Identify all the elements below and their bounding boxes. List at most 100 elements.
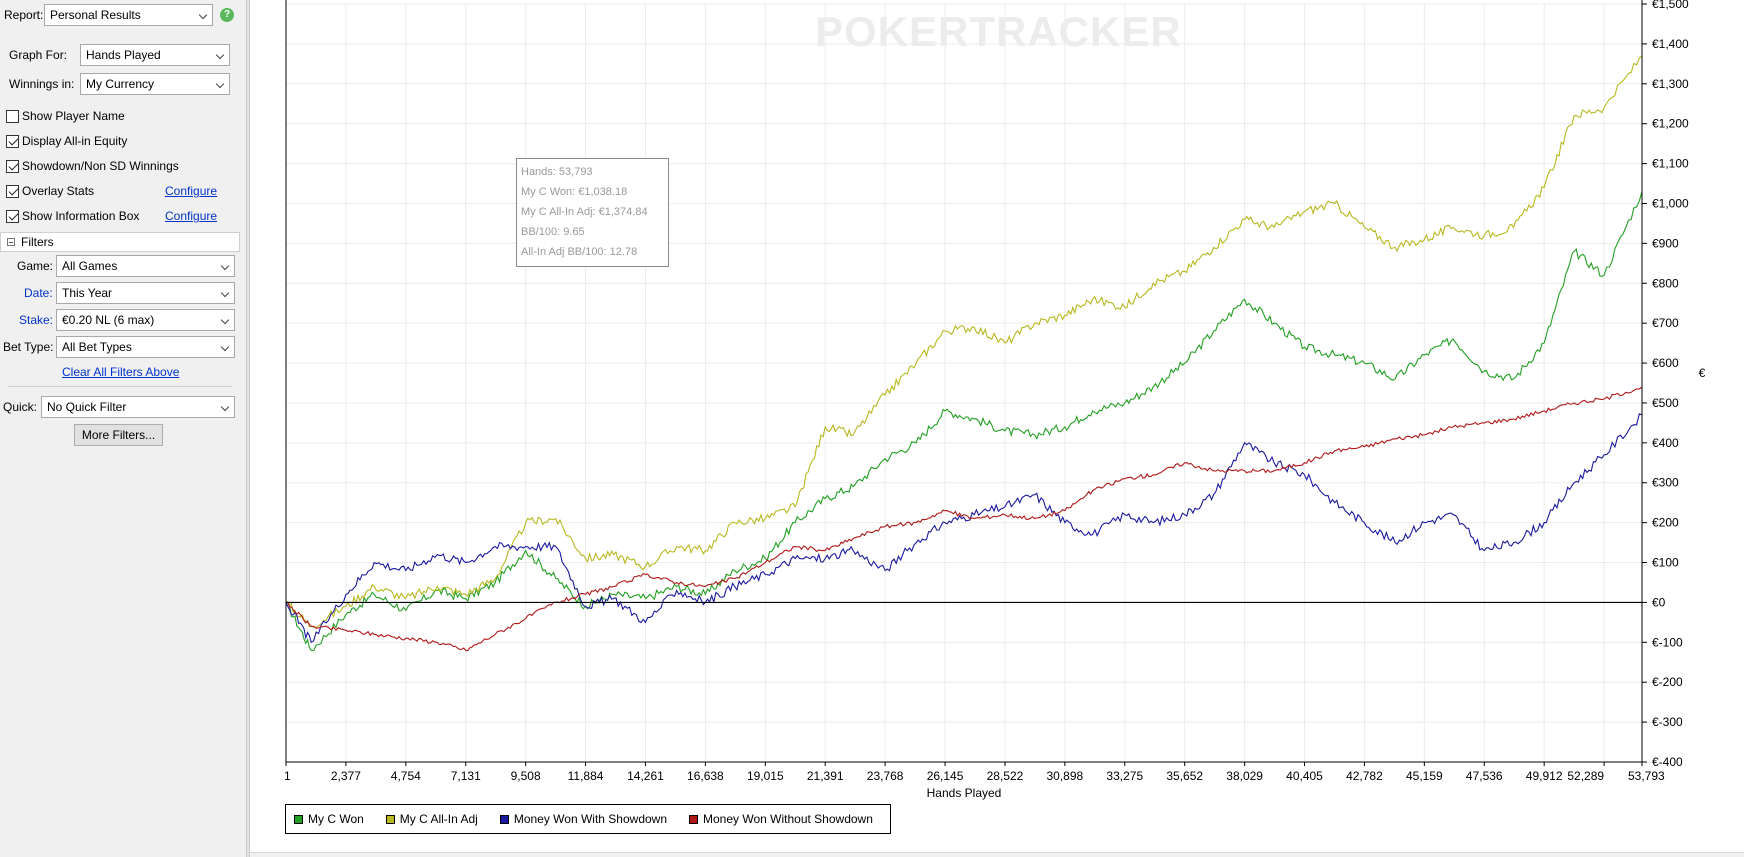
stake-select-value: €0.20 NL (6 max) (62, 313, 155, 327)
pokertracker-watermark: POKERTRACKER (815, 8, 1182, 55)
overlay-stats-checkbox[interactable]: Overlay Stats (6, 182, 94, 200)
chart-series-layer (285, 55, 1643, 652)
show-player-name-checkbox[interactable]: Show Player Name (6, 107, 125, 125)
checkbox-label: Display All-in Equity (22, 134, 128, 148)
y-tick-label: €800 (1652, 276, 1679, 290)
winnings-in-select-value: My Currency (86, 77, 155, 91)
x-tick-label: 26,145 (927, 769, 964, 783)
filters-section-header[interactable]: Filters (0, 232, 240, 252)
filters-panel: Report: Personal Results ? Graph For: Ha… (0, 0, 246, 857)
chart-axes: €-400 €-300 €-200 €-100 €0 €100 €200 €300 €400 €5… (284, 0, 1689, 783)
x-tick-label: 52,289 (1567, 769, 1604, 783)
overlay-stats-configure-link[interactable]: Configure (165, 184, 218, 198)
legend-label: My C All-In Adj (399, 812, 478, 826)
report-select[interactable]: Personal Results (44, 4, 213, 26)
x-tick-label: 33,275 (1106, 769, 1143, 783)
y-tick-label: €-100 (1652, 635, 1683, 649)
info-hands: Hands: 53,793 (521, 166, 593, 178)
y-tick-label: €1,000 (1652, 196, 1689, 210)
panel-splitter[interactable] (246, 0, 250, 857)
x-tick-label: 30,898 (1047, 769, 1084, 783)
quick-filter-select-value: No Quick Filter (47, 400, 127, 414)
graph-for-label: Graph For: (9, 48, 68, 62)
y-tick-label: €600 (1652, 356, 1679, 370)
y-tick-label: €1,400 (1652, 37, 1689, 51)
y-tick-label: €-200 (1652, 675, 1683, 689)
help-icon[interactable]: ? (220, 8, 234, 22)
series-line-2 (285, 413, 1643, 644)
quick-label: Quick: (3, 400, 38, 414)
x-tick-label: 21,391 (807, 769, 844, 783)
y-tick-label: €1,500 (1652, 0, 1689, 11)
bet-type-select-value: All Bet Types (62, 340, 132, 354)
date-select[interactable]: This Year (56, 282, 235, 304)
y-tick-label: €500 (1652, 396, 1679, 410)
game-select[interactable]: All Games (56, 255, 235, 277)
x-tick-label: 35,652 (1166, 769, 1203, 783)
stake-select[interactable]: €0.20 NL (6 max) (56, 309, 235, 331)
information-box-configure-link[interactable]: Configure (165, 209, 218, 223)
more-filters-button[interactable]: More Filters... (74, 424, 163, 446)
checkbox-checked-icon (6, 184, 19, 198)
legend-swatch (689, 814, 699, 824)
status-strip (250, 852, 1744, 857)
legend-label: Money Won Without Showdown (703, 812, 873, 826)
date-label: Date: (24, 286, 53, 300)
y-tick-label: €700 (1652, 316, 1679, 330)
x-tick-label: 14,261 (627, 769, 664, 783)
clear-all-filters-link[interactable]: Clear All Filters Above (62, 365, 180, 379)
legend-swatch (294, 814, 303, 824)
checkbox-label: Showdown/Non SD Winnings (22, 159, 179, 173)
show-information-box-checkbox[interactable]: Show Information Box (6, 207, 139, 225)
x-tick-label: 1 (284, 769, 291, 783)
checkbox-unchecked-icon (6, 109, 19, 123)
info-allin-bb100: All-In Adj BB/100: 12.78 (521, 246, 638, 258)
graph-for-select-value: Hands Played (86, 48, 161, 62)
checkbox-label: Show Information Box (22, 209, 140, 223)
winnings-in-select[interactable]: My Currency (80, 73, 230, 95)
x-tick-label: 7,131 (451, 769, 481, 783)
bet-type-label: Bet Type: (3, 340, 54, 354)
info-bb100: BB/100: 9.65 (521, 226, 585, 238)
x-tick-label: 4,754 (391, 769, 421, 783)
report-label: Report: (4, 8, 44, 22)
legend-label: Money Won With Showdown (513, 812, 668, 826)
info-won: My C Won: €1,038.18 (521, 186, 628, 198)
y-axis-title: € (1699, 366, 1706, 380)
checkbox-checked-icon (6, 209, 19, 223)
x-tick-label: 23,768 (867, 769, 904, 783)
x-tick-label: 45,159 (1406, 769, 1443, 783)
y-tick-label: €900 (1652, 236, 1679, 250)
y-tick-label: €300 (1652, 476, 1679, 490)
y-tick-label: €1,300 (1652, 77, 1689, 91)
game-label: Game: (17, 259, 54, 273)
x-tick-label: 11,884 (568, 769, 604, 783)
x-tick-label: 47,536 (1466, 769, 1503, 783)
legend-item: My C Won (294, 812, 364, 826)
y-tick-label: €100 (1652, 556, 1679, 570)
y-tick-label: €-400 (1652, 755, 1683, 769)
x-tick-label: 49,912 (1526, 769, 1563, 783)
chart-grid (285, 3, 1643, 763)
divider (8, 386, 232, 387)
x-tick-label: 2,377 (331, 769, 361, 783)
graph-for-select[interactable]: Hands Played (80, 44, 230, 66)
report-select-value: Personal Results (50, 8, 141, 22)
checkbox-checked-icon (6, 134, 19, 148)
showdown-winnings-checkbox[interactable]: Showdown/Non SD Winnings (6, 157, 179, 175)
bet-type-select[interactable]: All Bet Types (56, 336, 235, 358)
series-line-1 (285, 55, 1643, 628)
x-tick-label: 42,782 (1346, 769, 1383, 783)
x-tick-label: 53,793 (1628, 769, 1665, 783)
series-line-3 (285, 386, 1643, 651)
x-tick-label: 40,405 (1286, 769, 1323, 783)
x-tick-label: 28,522 (987, 769, 1024, 783)
quick-filter-select[interactable]: No Quick Filter (41, 396, 235, 418)
display-allin-equity-checkbox[interactable]: Display All-in Equity (6, 132, 127, 150)
y-tick-label: €1,100 (1652, 157, 1689, 171)
info-allin-adj: My C All-In Adj: €1,374.84 (521, 206, 648, 218)
legend-item: My C All-In Adj (385, 812, 478, 826)
collapse-icon[interactable] (7, 238, 15, 246)
x-tick-label: 38,029 (1226, 769, 1263, 783)
